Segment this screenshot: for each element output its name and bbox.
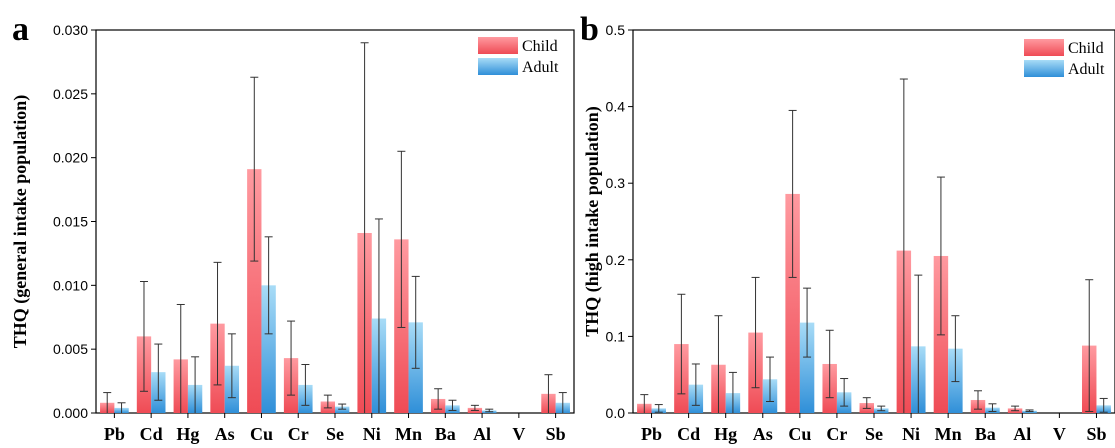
x-tick-label: Mn: [935, 424, 962, 444]
x-tick-label: Se: [865, 424, 883, 444]
y-tick-label: 0.030: [53, 22, 88, 38]
legend-swatch-adult: [1024, 60, 1064, 77]
x-tick-label: Cu: [788, 424, 811, 444]
y-tick-label: 0.3: [606, 175, 626, 191]
x-tick-label: Ni: [363, 424, 381, 444]
x-tick-label: As: [215, 424, 235, 444]
x-tick-label: Cd: [677, 424, 700, 444]
legend-label-child: Child: [1068, 40, 1104, 57]
bar-adult-cu: [799, 322, 815, 413]
x-tick-label: Pb: [641, 424, 662, 444]
legend-swatch-adult: [478, 58, 518, 75]
x-tick-label: Pb: [104, 424, 125, 444]
x-tick-label: Sb: [546, 424, 566, 444]
x-tick-label: V: [1053, 424, 1066, 444]
x-tick-label: Cu: [250, 424, 273, 444]
legend-label-adult: Adult: [522, 59, 559, 76]
x-tick-label: Al: [473, 424, 491, 444]
x-tick-label: Ni: [902, 424, 920, 444]
y-tick-label: 0.1: [606, 328, 626, 344]
legend-swatch-child: [1024, 39, 1064, 56]
panel-label: a: [12, 11, 29, 48]
bar-adult-se: [335, 406, 350, 413]
y-tick-label: 0.025: [53, 86, 88, 102]
y-tick-label: 0.020: [53, 150, 88, 166]
x-tick-label: V: [512, 424, 525, 444]
bar-adult-cu: [261, 285, 276, 413]
y-tick-label: 0.000: [53, 405, 88, 421]
y-tick-label: 0.4: [606, 99, 626, 115]
x-tick-label: Hg: [176, 424, 199, 444]
plot-frame: [95, 29, 575, 414]
y-tick-label: 0.2: [606, 252, 626, 268]
y-tick-label: 0.010: [53, 277, 88, 293]
x-tick-label: Ba: [435, 424, 456, 444]
y-tick-label: 0.005: [53, 341, 88, 357]
x-tick-label: Sb: [1086, 424, 1106, 444]
x-tick-label: Cd: [140, 424, 163, 444]
y-tick-label: 0.5: [606, 22, 626, 38]
x-tick-label: Cr: [288, 424, 309, 444]
legend-swatch-child: [478, 37, 518, 54]
x-tick-label: Al: [1013, 424, 1031, 444]
x-tick-label: Ba: [975, 424, 996, 444]
x-tick-label: Mn: [395, 424, 422, 444]
plot-frame: [632, 29, 1115, 414]
bar-child-cu: [785, 193, 800, 413]
chart-panel-a: 0.000 0.005 0.010 0.015 0.020 0.025 0.030 Pb Cd H…: [10, 11, 575, 444]
legend-label-child: Child: [522, 38, 558, 55]
y-axis-label: THQ (general intake population): [10, 95, 31, 349]
panel-label: b: [580, 11, 599, 48]
bar-child-cu: [247, 169, 262, 413]
x-tick-label: Cr: [826, 424, 847, 444]
chart-panel-b: 0.0 0.1 0.2 0.3 0.4 0.5 Pb Cd Hg As Cu Cr Se Ni Mn Ba Al…: [580, 11, 1115, 444]
legend-label-adult: Adult: [1068, 61, 1105, 78]
y-tick-label: 0.0: [606, 405, 626, 421]
x-tick-label: Hg: [714, 424, 737, 444]
x-tick-label: Se: [326, 424, 344, 444]
x-tick-label: As: [753, 424, 773, 444]
y-axis-label: THQ (high intake population): [582, 106, 603, 337]
y-tick-label: 0.015: [53, 214, 88, 230]
